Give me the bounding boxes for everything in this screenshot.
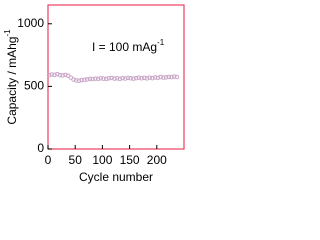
x-tick-label: 200 xyxy=(147,153,167,167)
annotation: I = 100 mAg-1 xyxy=(92,38,165,54)
data-point xyxy=(60,73,65,78)
data-point xyxy=(161,75,166,80)
data-point xyxy=(101,76,106,81)
y-tick-label: 1000 xyxy=(17,16,44,30)
y-axis-label-text: Capacity / mAhg xyxy=(5,37,19,125)
data-point xyxy=(169,74,174,80)
data-point xyxy=(109,75,114,81)
data-point xyxy=(117,76,123,82)
data-point xyxy=(122,76,128,81)
data-point xyxy=(163,75,169,80)
data-point xyxy=(103,76,109,82)
annotation-sup: -1 xyxy=(157,38,165,47)
data-point xyxy=(57,72,63,78)
data-point xyxy=(73,78,79,83)
data-point xyxy=(166,74,172,80)
x-tick-label: 100 xyxy=(92,153,112,167)
data-point xyxy=(63,72,68,78)
data-point xyxy=(158,74,163,80)
data-point xyxy=(84,77,90,82)
data-point xyxy=(71,77,76,82)
x-axis-label: Cycle number xyxy=(79,170,153,184)
data-point xyxy=(106,75,112,81)
data-point xyxy=(82,77,87,83)
x-tick-label: 150 xyxy=(120,153,140,167)
data-point xyxy=(95,76,101,82)
x-tick-label: 50 xyxy=(69,153,83,167)
annotation-text: I = 100 mAg xyxy=(92,40,157,54)
data-point xyxy=(114,75,120,81)
data-point xyxy=(98,75,104,81)
data-point xyxy=(54,71,60,77)
data-point xyxy=(87,76,93,82)
data-point xyxy=(155,75,161,81)
data-point xyxy=(144,76,150,81)
y-tick-label: 500 xyxy=(24,79,44,93)
data-point xyxy=(46,72,52,78)
chart: Capacity / mAhg-1 Cycle number I = 100 m… xyxy=(3,4,185,184)
data-point xyxy=(76,78,82,84)
data-point xyxy=(120,75,125,81)
data-point xyxy=(90,76,95,82)
y-axis-label-sup: -1 xyxy=(3,29,12,37)
data-point xyxy=(128,75,133,81)
data-point xyxy=(150,75,155,81)
data-point xyxy=(152,75,158,80)
data-point xyxy=(147,75,153,80)
y-tick-label: 0 xyxy=(37,141,44,155)
data-point xyxy=(171,74,177,79)
data-point xyxy=(93,76,98,81)
data-point xyxy=(49,72,55,77)
data-point xyxy=(139,75,144,81)
data-point xyxy=(125,75,131,81)
data-point xyxy=(52,72,57,78)
data-point xyxy=(131,76,136,81)
y-axis-label: Capacity / mAhg-1 xyxy=(3,29,19,125)
data-point xyxy=(136,75,142,80)
data-point xyxy=(141,75,147,81)
data-point xyxy=(174,74,180,80)
x-tick-label: 0 xyxy=(45,153,52,167)
data-point xyxy=(79,77,85,83)
data-point xyxy=(112,76,117,81)
data-point xyxy=(133,75,139,81)
